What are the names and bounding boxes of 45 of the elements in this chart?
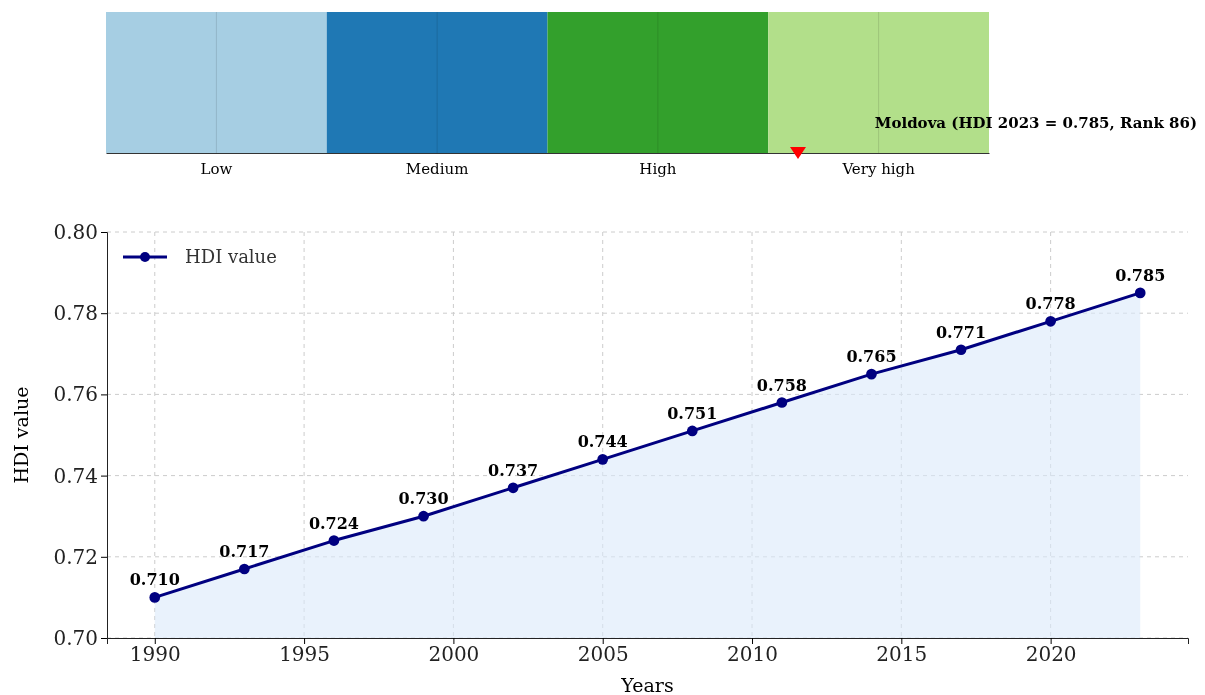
x-tick-label: Very high <box>841 159 916 178</box>
x-tick-label: 1990 <box>129 642 181 667</box>
data-label: 0.744 <box>577 432 628 452</box>
point <box>776 397 788 408</box>
data-label: 0.778 <box>1025 294 1076 314</box>
data-label: 0.758 <box>756 375 807 395</box>
x-tick-label: 2020 <box>1025 642 1077 667</box>
point <box>149 592 161 603</box>
point <box>955 344 967 356</box>
x-tick-label: 2000 <box>428 642 480 667</box>
point <box>686 425 698 437</box>
annotation: Moldova (HDI 2023 = 0.785, Rank 86) <box>874 114 1197 132</box>
x-tick-label: 2010 <box>727 642 778 667</box>
y-tick-label: 0.70 <box>53 625 98 650</box>
x-tick-label: 1995 <box>279 642 331 667</box>
legend-label: HDI value <box>185 246 277 267</box>
x-tick-label: 2005 <box>577 642 629 667</box>
x-tick-label: Low <box>200 159 233 178</box>
point <box>239 563 250 575</box>
point <box>1134 287 1146 299</box>
y-tick-label: 0.78 <box>53 301 98 326</box>
data-label: 0.710 <box>129 570 180 590</box>
y-tick-label: 0.72 <box>53 544 98 569</box>
data-label: 0.724 <box>308 513 359 533</box>
x-tick-label: Medium <box>405 159 469 178</box>
y-axis-title: HDI value <box>10 386 32 484</box>
data-label: 0.717 <box>219 541 270 561</box>
y-tick-label: 0.76 <box>53 382 98 407</box>
data-label: 0.737 <box>488 460 539 480</box>
y-tick-label: 0.80 <box>53 219 98 244</box>
data-label: 0.765 <box>846 347 897 367</box>
point <box>507 482 519 494</box>
point <box>328 535 340 546</box>
data-label: 0.771 <box>936 322 987 342</box>
point <box>866 368 877 380</box>
data-label: 0.785 <box>1115 265 1166 285</box>
y-tick-label: 0.74 <box>53 463 98 488</box>
x-tick-label: High <box>639 159 677 178</box>
point <box>1045 315 1056 327</box>
data-label: 0.730 <box>398 489 449 509</box>
point <box>597 454 609 465</box>
x-tick-label: 2015 <box>876 642 928 667</box>
data-label: 0.751 <box>667 403 718 423</box>
x-axis-title: Years <box>620 674 674 695</box>
point <box>418 510 429 522</box>
